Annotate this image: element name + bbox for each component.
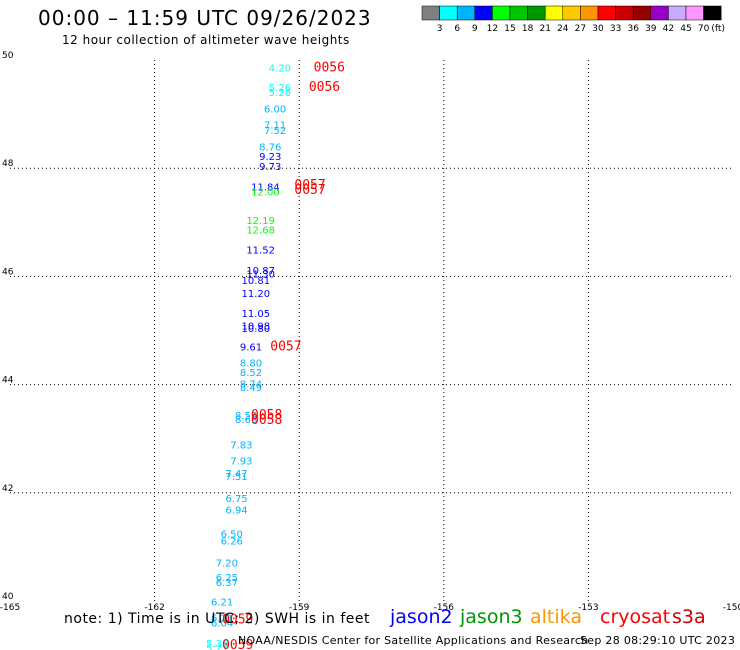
pass-time-label: 0059 [222,613,253,628]
wave-height-point: 7.20 [216,558,238,569]
legend-label: 3 [437,24,443,34]
wave-height-point: 7.51 [225,472,247,483]
wave-height-point: 8.49 [240,383,262,394]
legend-label: 21 [539,24,550,34]
y-tick-label: 42 [2,484,13,494]
wave-height-point: 6.75 [225,494,247,505]
wave-height-point: 6.50 [221,530,243,541]
footer-note: note: 1) Time is in UTC; 2) SWH is in fe… [64,611,371,627]
pass-time-label: 0056 [314,60,345,75]
wave-height-point: 6.94 [225,505,247,516]
wave-height-point: 7.47 [225,469,247,480]
pass-time-label: 0056 [309,80,340,95]
x-tick-label: -153 [578,603,598,613]
wave-height-point: 6.26 [221,537,243,548]
footer-credit: NOAA/NESDIS Center for Satellite Applica… [238,634,589,647]
wave-height-point: 11.84 [251,182,280,193]
wave-height-point: 12.00 [251,187,280,198]
x-tick-label: -162 [144,603,164,613]
legend-label: 9 [472,24,478,34]
wave-height-point: 8.55 [235,411,257,422]
wave-height-point: 10.87 [246,266,275,277]
wave-height-point: 9.23 [259,152,281,163]
pass-time-label: 0058 [251,413,282,428]
satellite-s3a: s3a [672,606,706,628]
legend-label: 45 [680,24,691,34]
wave-height-point: 5.36 [206,639,228,650]
page-subtitle: 12 hour collection of altimeter wave hei… [62,33,350,47]
y-tick-label: 44 [2,376,14,386]
wave-height-point: 7.83 [230,440,252,451]
wave-height-point: 11.20 [241,289,270,300]
satellite-jason2: jason2 [390,606,453,628]
wave-height-point: 5.27 [206,643,228,650]
wave-height-point: 11.30 [246,269,275,280]
satellite-cryosat: cryosat [600,606,671,628]
wave-height-point: 7.52 [264,126,286,137]
wave-height-point: 11.05 [241,309,270,320]
pass-time-label: 0057 [294,178,325,193]
wave-height-point: 6.00 [264,104,286,115]
wave-height-point: 8.76 [259,142,281,153]
wave-height-point: 6.21 [211,597,233,608]
satellite-jason3: jason3 [460,606,523,628]
wave-height-point: 4.20 [269,63,291,74]
pass-time-label: 0057 [270,340,301,355]
y-tick-label: 40 [2,592,14,602]
footer-timestamp: Sep 28 08:29:10 UTC 2023 [580,634,736,647]
wave-height-point: 8.74 [240,379,262,390]
wave-height-point: 6.21 [211,614,233,625]
wave-height-point: 5.26 [269,83,291,94]
y-tick-label: 46 [2,267,14,277]
legend-label: 24 [557,24,569,34]
wave-height-point: 10.81 [241,276,270,287]
page-title: 00:00 – 11:59 UTC 09/26/2023 [38,6,372,30]
color-legend: 3 6 9 12 15 18 21 24 27 30 33 36 39 42 45 70 (ft) [421,5,725,34]
x-tick-label: -150 [723,603,740,613]
satellite-altika: altika [530,606,582,628]
wave-height-point: 7.11 [264,121,286,132]
wave-height-point: 12.19 [246,216,275,227]
pass-time-label: 0059 [222,638,253,650]
wave-height-point: 11.52 [246,246,275,257]
wave-height-point: 6.37 [216,578,238,589]
legend-label: 70 [698,24,710,34]
legend-label: 30 [592,24,604,34]
legend-unit: (ft) [711,24,725,34]
x-tick-label: -159 [289,603,310,613]
wave-height-point: 6.04 [211,618,233,629]
wave-height-point: 10.80 [241,324,270,335]
x-tick-label: -165 [0,603,20,613]
x-tick-label: -156 [434,603,455,613]
wave-height-point: 10.98 [241,321,270,332]
wave-height-point: 7.93 [230,457,252,468]
wave-height-point: 5.26 [269,88,291,99]
wave-height-point: 8.63 [235,415,257,426]
legend-label: 15 [504,24,515,34]
wave-height-point: 8.80 [240,359,262,370]
legend-label: 33 [610,24,621,34]
pass-time-label: 0057 [294,183,325,198]
y-tick-label: 50 [2,51,14,61]
legend-label: 39 [645,24,657,34]
pass-time-label: 0058 [251,408,282,423]
wave-height-point: 8.52 [240,368,262,379]
legend-label: 42 [663,24,674,34]
legend-label: 36 [627,24,639,34]
legend-label: 18 [522,24,534,34]
y-tick-label: 48 [2,159,14,169]
legend-swatch [703,5,722,21]
legend-label: 6 [454,24,460,34]
wave-height-point: 6.25 [216,573,238,584]
wave-height-point: 12.68 [246,226,275,237]
wave-height-point: 9.73 [259,162,281,173]
legend-label: 27 [575,24,586,34]
wave-height-point: 9.61 [240,343,262,354]
legend-label: 12 [487,24,498,34]
